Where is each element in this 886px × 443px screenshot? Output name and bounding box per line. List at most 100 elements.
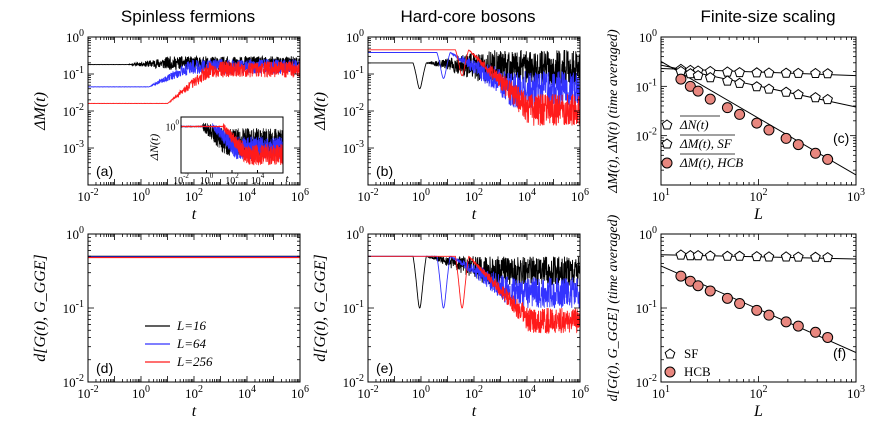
data-point [704, 71, 716, 83]
data-point [734, 66, 745, 78]
x-tick-label: 10-2 [357, 384, 378, 401]
data-point [692, 249, 704, 261]
x-tick-label: 102 [185, 384, 203, 401]
y-tick-label: 10-2 [343, 102, 364, 119]
data-point [763, 309, 775, 321]
x-tick-label: 100 [132, 384, 150, 401]
y-tick-label: 100 [346, 225, 364, 242]
y-tick-label: 10-1 [343, 65, 364, 82]
x-tick-label: 104 [238, 187, 256, 204]
plot-frame [367, 36, 581, 186]
inset-y-axis-label: ΔN(t) [147, 134, 161, 161]
y-tick-label: 10-1 [63, 299, 84, 316]
y-tick-label: 100 [66, 28, 84, 45]
plots-layer: 10-2 100 102 104 10610-310-210-1100tΔM(t)(a)… [32, 28, 865, 420]
legend-label: ΔM(t), HCB [679, 155, 743, 170]
x-tick-label: 100 [412, 384, 430, 401]
data-point [810, 251, 821, 262]
panel-label: (a) [96, 163, 113, 179]
y-tick-label: 100 [639, 28, 657, 45]
data-point [792, 88, 804, 100]
data-point [734, 77, 745, 88]
data-point [822, 68, 833, 79]
legend-marker [661, 119, 673, 130]
data-point [751, 117, 763, 129]
y-tick-label: 10-1 [63, 65, 84, 82]
plot-frame [660, 233, 857, 383]
data-point [780, 86, 792, 97]
x-tick-label: 103 [847, 187, 865, 204]
x-tick-label: 102 [185, 187, 203, 204]
x-axis-label: t [472, 403, 477, 420]
data-point [792, 251, 804, 262]
x-tick-label: 106 [291, 384, 309, 401]
legend: SF HCB [664, 346, 711, 379]
data-point [722, 75, 733, 86]
y-axis-label: d[G(t), G_GGE] (time averaged) [606, 214, 621, 401]
data-point [692, 280, 704, 292]
title-finite-size-scaling: Finite-size scaling [700, 7, 835, 26]
plot-frame [87, 233, 301, 383]
legend-marker [664, 348, 676, 359]
x-axis-label: t [472, 206, 477, 223]
panel-c: 101 102 103 10-2 10-1 100 L ΔN(t) ΔM(t), SF ΔM(t)… [606, 28, 865, 223]
x-tick-label: 102 [465, 187, 483, 204]
data-point [810, 91, 821, 103]
x-axis-label: L [753, 403, 763, 420]
x-tick-label: 102 [465, 384, 483, 401]
title-hard-core-bosons: Hard-core bosons [400, 7, 535, 26]
y-tick-label: 100 [639, 225, 657, 242]
data-point [822, 251, 833, 263]
y-tick-label: 100 [346, 28, 364, 45]
data-point [751, 304, 763, 316]
data-point [722, 66, 733, 77]
plot-frame [660, 36, 857, 186]
legend-marker [661, 157, 673, 169]
data-point [734, 108, 746, 120]
data-point [809, 147, 821, 159]
data-point [751, 67, 763, 78]
y-axis-label: ΔM(t) [312, 92, 329, 131]
data-point [721, 292, 733, 304]
data-point [780, 132, 792, 144]
inset-x-tick-label: 102 [225, 172, 239, 187]
panel-a: 10-2 100 102 104 10610-310-210-1100tΔM(t)(a)… [32, 28, 309, 223]
y-tick-label: 10-2 [636, 127, 657, 144]
plot-area [661, 249, 856, 354]
x-tick-label: 10-2 [77, 384, 98, 401]
x-tick-label: 102 [750, 187, 768, 204]
data-point [675, 249, 687, 260]
legend-marker [664, 366, 676, 378]
data-point [704, 285, 716, 297]
data-point [734, 250, 745, 261]
plot-area [661, 60, 856, 176]
data-point [810, 67, 821, 78]
legend: ΔN(t) ΔM(t), SF ΔM(t), HCB [661, 115, 743, 170]
x-tick-label: 106 [571, 187, 589, 204]
data-point [675, 270, 687, 282]
inset: 10-2 100 102 104 100 ΔN(t) t [147, 116, 289, 187]
x-tick-label: 102 [750, 384, 768, 401]
data-point [792, 139, 804, 151]
panel-d: 10-2 100 102 104 106 10-2 10-1 100 t d[G(t), G_GG… [32, 225, 309, 420]
panel-label: (f) [833, 345, 846, 361]
y-tick-label: 10-2 [636, 373, 657, 390]
series-line-L64 [368, 51, 580, 109]
x-tick-label: 10-2 [357, 187, 378, 204]
data-point [822, 93, 833, 105]
series-line-L256 [368, 255, 580, 334]
legend-label: L=256 [176, 354, 213, 369]
y-tick-label: 10-3 [63, 139, 84, 156]
x-tick-label: 104 [518, 187, 536, 204]
plot-area [368, 49, 580, 126]
panel-label: (e) [376, 360, 393, 376]
x-axis-label: L [753, 206, 763, 223]
data-point [780, 316, 792, 328]
title-spinless-fermions: Spinless fermions [121, 7, 255, 26]
panel-f: 101 102 103 10-2 10-1 100 L SF HCB (f) d[G(t), G_G… [606, 214, 865, 420]
legend-label: L=64 [176, 336, 207, 351]
data-point [751, 250, 763, 262]
inset-x-axis-label: t [285, 173, 289, 185]
x-tick-label: 103 [847, 384, 865, 401]
